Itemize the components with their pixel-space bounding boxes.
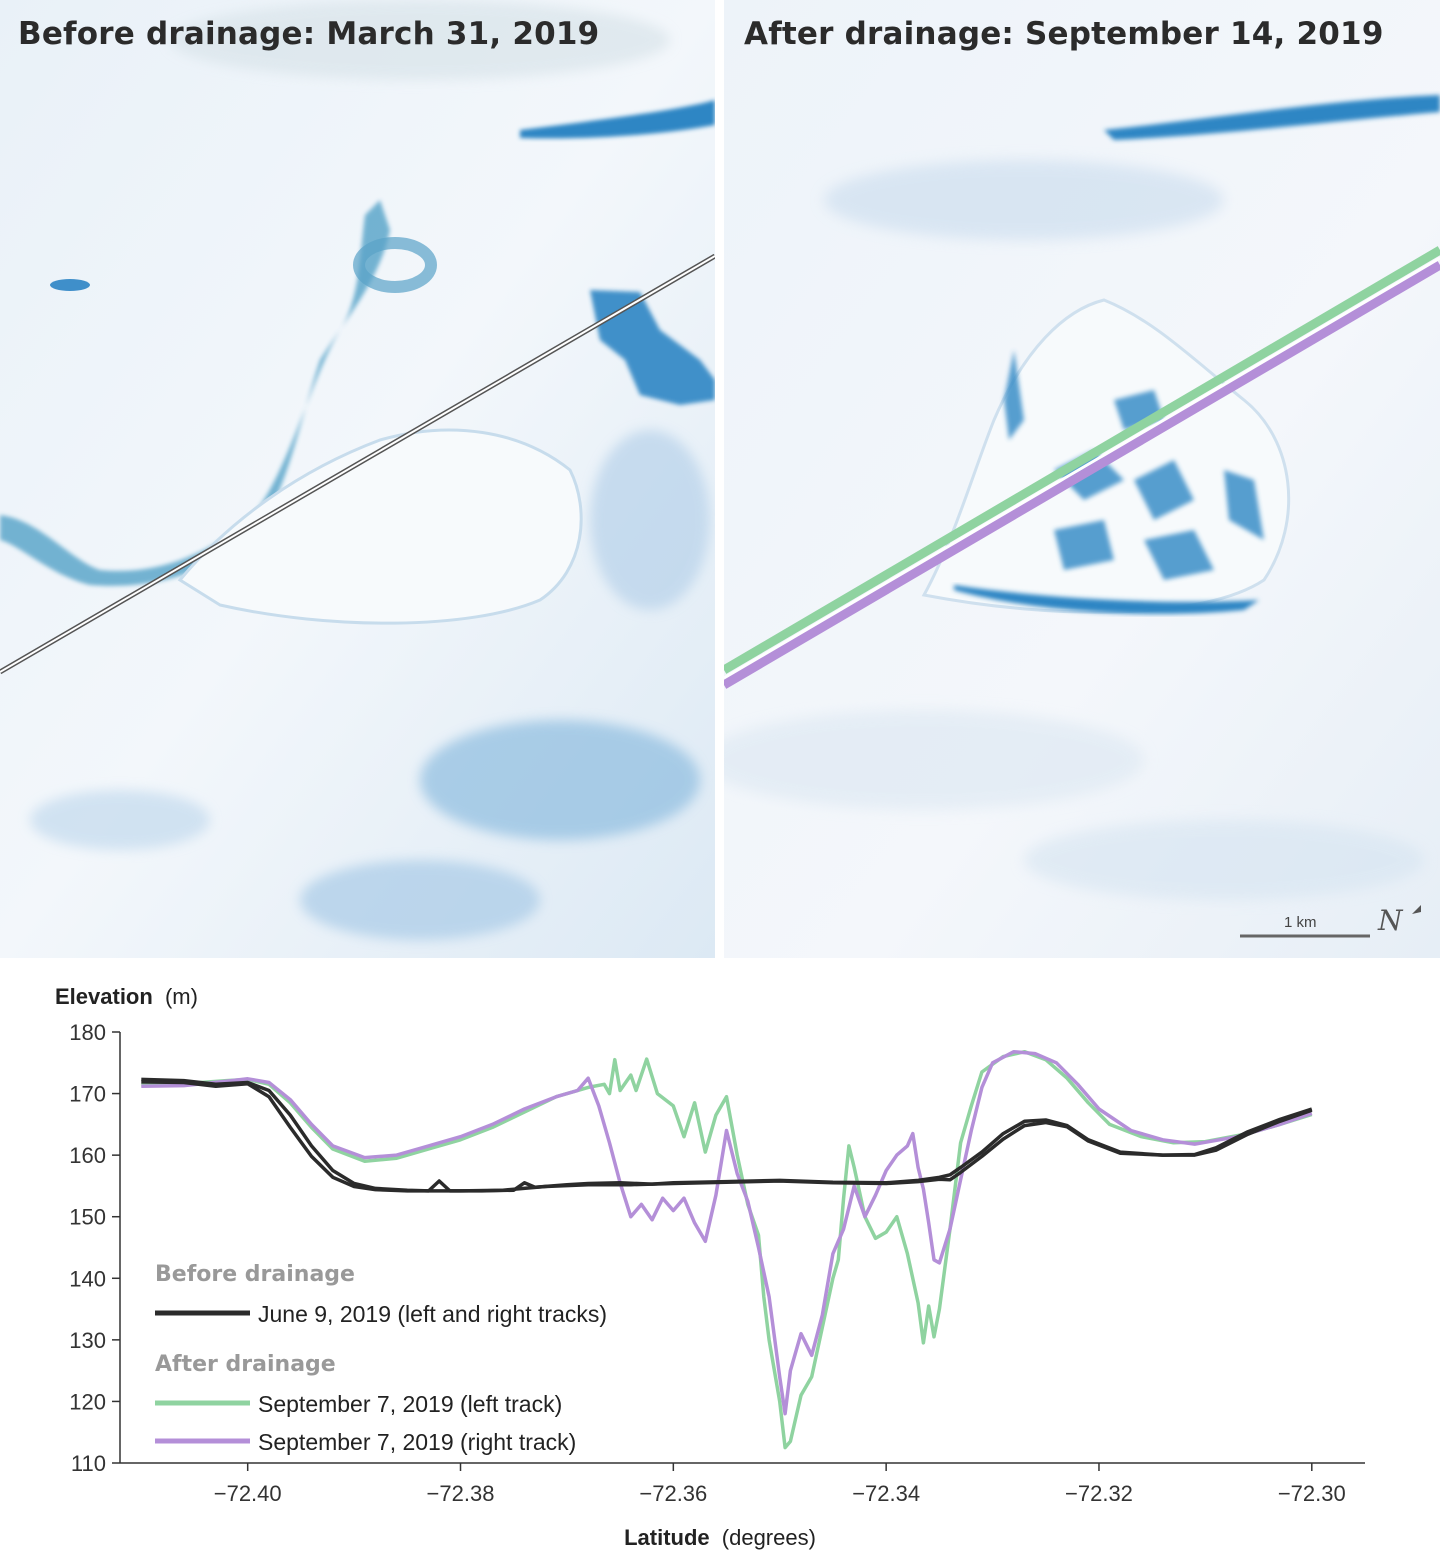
- legend-before-label: June 9, 2019 (left and right tracks): [258, 1301, 607, 1327]
- x-axis-title: Latitude (degrees): [624, 1525, 816, 1550]
- y-tick-label: 140: [69, 1266, 106, 1291]
- series-line-left-track: [141, 1049, 1313, 1450]
- y-axis-label: Elevation: [55, 984, 153, 1009]
- y-tick-label: 170: [69, 1082, 106, 1107]
- x-tick-label: −72.36: [639, 1481, 707, 1506]
- x-axis-unit: (degrees): [722, 1525, 816, 1550]
- x-tick-label: −72.40: [214, 1481, 282, 1506]
- x-tick-label: −72.32: [1065, 1481, 1133, 1506]
- y-axis-unit: (m): [165, 984, 198, 1009]
- north-indicator: N: [1378, 904, 1403, 937]
- after-drainage-image: After drainage: September 14, 2019 1 km …: [724, 0, 1440, 958]
- x-tick-label: −72.34: [852, 1481, 920, 1506]
- legend-left-track-label: September 7, 2019 (left track): [258, 1391, 562, 1417]
- y-tick-label: 130: [69, 1328, 106, 1353]
- after-drainage-title: After drainage: September 14, 2019: [744, 16, 1384, 52]
- legend-right-track-label: September 7, 2019 (right track): [258, 1429, 576, 1455]
- before-drainage-satellite: [0, 0, 715, 958]
- legend-after-heading: After drainage: [155, 1352, 336, 1377]
- legend-before-heading: Before drainage: [155, 1262, 355, 1287]
- y-tick-label: 180: [69, 1020, 106, 1045]
- y-tick-label: 160: [69, 1143, 106, 1168]
- series-line-right-track: [141, 1049, 1313, 1416]
- before-drainage-image: Before drainage: March 31, 2019: [0, 0, 715, 958]
- y-axis-title: Elevation (m): [55, 984, 198, 1009]
- x-axis-label: Latitude: [624, 1525, 710, 1550]
- before-drainage-title: Before drainage: March 31, 2019: [18, 16, 600, 52]
- x-tick-labels: −72.40 −72.38 −72.36 −72.34 −72.32 −72.30: [214, 1481, 1346, 1506]
- chart-axes: [112, 1031, 1365, 1471]
- y-tick-labels: 180 170 160 150 140 130 120 110: [69, 1020, 106, 1476]
- y-tick-label: 150: [69, 1205, 106, 1230]
- y-tick-label: 110: [71, 1451, 106, 1476]
- elevation-chart: Elevation (m) 180 170 160 150 140 130 120 110 −…: [55, 984, 1365, 1550]
- series-lines: [141, 1049, 1313, 1450]
- scale-bar-label: 1 km: [1284, 914, 1317, 931]
- x-tick-label: −72.30: [1278, 1481, 1346, 1506]
- series-line-before-second-track: [141, 1080, 1313, 1193]
- y-tick-label: 120: [69, 1389, 106, 1414]
- north-arrow-icon: [1412, 905, 1421, 914]
- after-drainage-satellite: [724, 0, 1440, 958]
- x-tick-label: −72.38: [427, 1481, 495, 1506]
